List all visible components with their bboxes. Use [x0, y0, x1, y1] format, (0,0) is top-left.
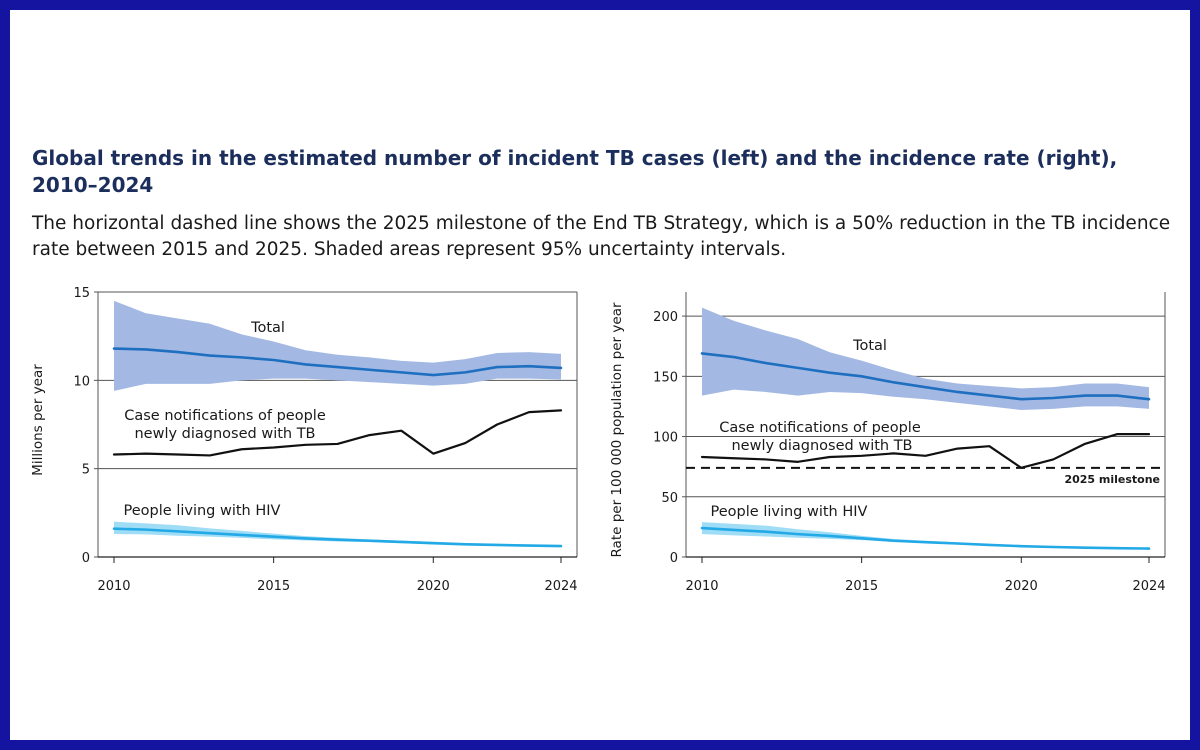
hiv-label: People living with HIV: [124, 503, 281, 519]
case-notifications-label: Case notifications of people: [719, 420, 921, 436]
y-tick-label: 50: [661, 491, 678, 506]
y-tick-label: 0: [670, 551, 678, 566]
y-tick-label: 200: [653, 310, 678, 325]
total-line: [112, 347, 563, 377]
x-tick-label: 2010: [97, 579, 130, 594]
y-tick-label: 0: [82, 551, 90, 566]
x-tick-label: 2010: [685, 579, 718, 594]
case-notifications-line: [112, 409, 563, 457]
case-notifications-label: newly diagnosed with TB: [134, 426, 315, 442]
total-label: Total: [250, 320, 285, 336]
x-tick-label: 2015: [845, 579, 878, 594]
case-notifications-label: Case notifications of people: [124, 408, 326, 424]
x-tick-label: 2020: [417, 579, 450, 594]
milestone-label: 2025 milestone: [1064, 473, 1160, 486]
total-uncertainty-band: [114, 300, 561, 391]
hiv-line: [700, 526, 1151, 550]
hiv-label: People living with HIV: [711, 504, 868, 520]
hiv-uncertainty-band: [114, 521, 561, 547]
case-notifications-line: [700, 433, 1151, 469]
hiv-uncertainty-band: [702, 522, 1149, 550]
y-tick-label: 15: [73, 286, 90, 301]
hiv-line: [112, 527, 563, 548]
total-line: [700, 352, 1151, 401]
total-label: Total: [852, 338, 887, 354]
total-uncertainty-band: [702, 307, 1149, 411]
x-tick-label: 2015: [257, 579, 290, 594]
y-tick-label: 100: [653, 431, 678, 446]
y-tick-label: 10: [73, 374, 90, 389]
x-tick-label: 2024: [1132, 579, 1165, 594]
case-notifications-label: newly diagnosed with TB: [731, 438, 912, 454]
figure-subtitle: The horizontal dashed line shows the 202…: [32, 213, 1171, 260]
x-tick-label: 2024: [544, 579, 577, 594]
y-tick-label: 150: [653, 370, 678, 385]
y-axis-label: Rate per 100 000 population per year: [609, 302, 625, 557]
x-tick-label: 2020: [1005, 579, 1038, 594]
y-axis-label: Millions per year: [30, 364, 46, 476]
figure-title: Global trends in the estimated number of…: [32, 146, 1118, 197]
y-tick-label: 5: [82, 463, 90, 478]
